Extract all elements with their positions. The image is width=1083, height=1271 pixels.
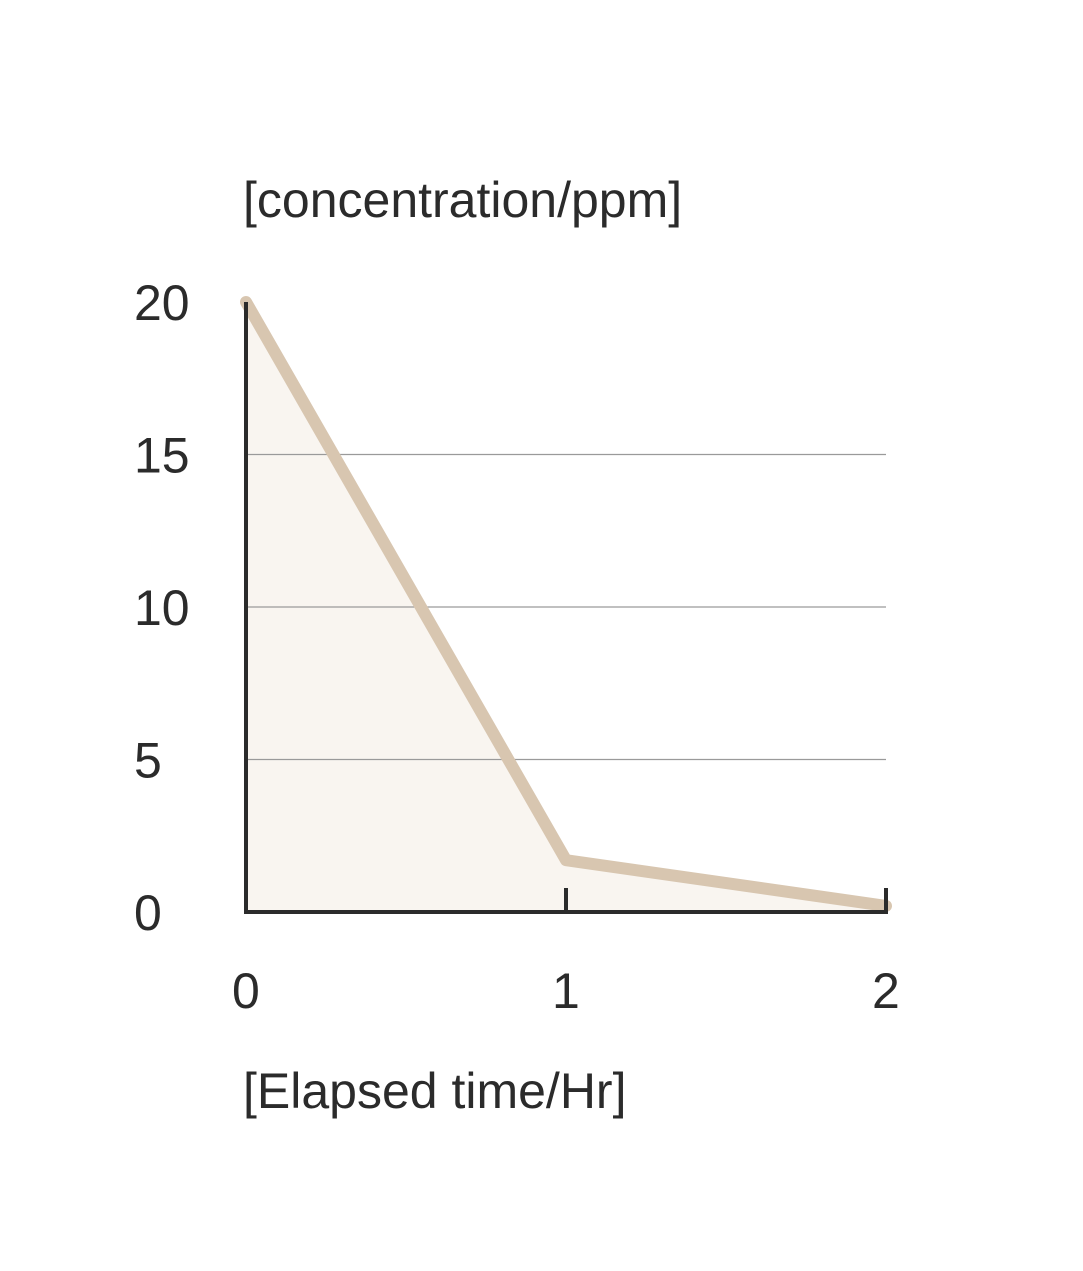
x-axis-title: [Elapsed time/Hr] [243, 1063, 626, 1119]
x-tick-marks [564, 888, 888, 912]
y-tick-labels: 0 5 10 15 20 [134, 275, 190, 941]
y-tick-label: 15 [134, 428, 190, 484]
y-tick-label: 20 [134, 275, 190, 331]
y-tick-label: 10 [134, 580, 190, 636]
gridlines [246, 453, 886, 761]
x-tick-label: 0 [232, 963, 260, 1019]
y-tick-label: 0 [134, 885, 162, 941]
x-tick-label: 2 [872, 963, 900, 1019]
series-line [240, 296, 892, 912]
y-axis-title: [concentration/ppm] [243, 172, 682, 228]
x-tick-labels: 0 1 2 [232, 963, 900, 1019]
x-tick-label: 1 [552, 963, 580, 1019]
plot-area [240, 296, 892, 914]
y-tick-label: 5 [134, 733, 162, 789]
